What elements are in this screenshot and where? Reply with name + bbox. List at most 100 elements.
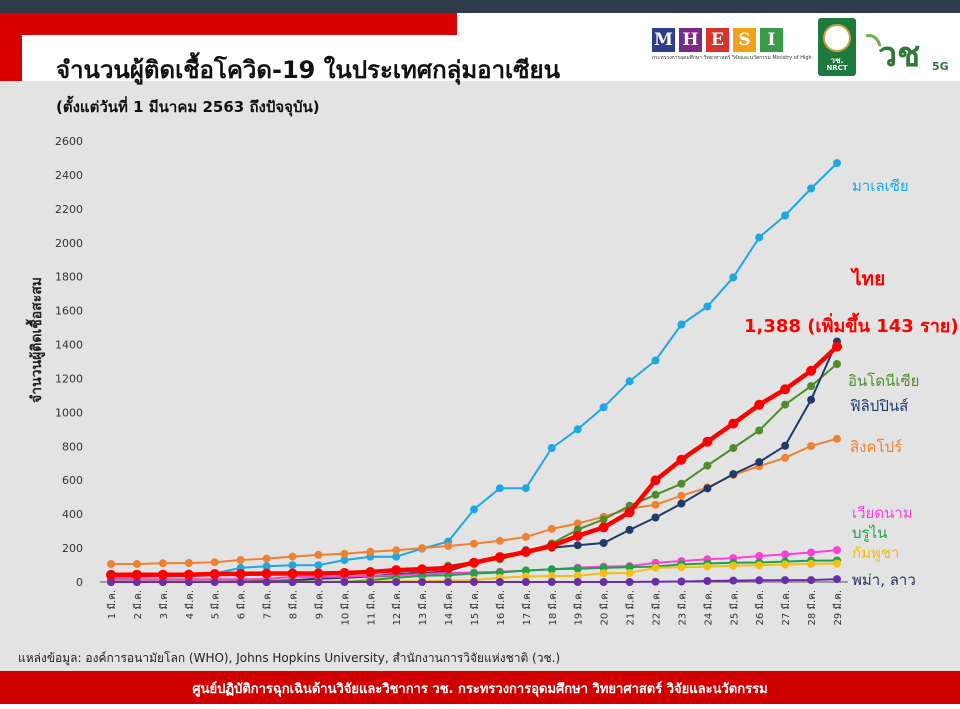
series-label: สิงคโปร์ (850, 438, 902, 456)
data-point (781, 550, 790, 559)
y-tick-label: 200 (62, 542, 83, 555)
data-point (365, 567, 376, 577)
nrct-seal-icon (823, 24, 851, 52)
vision-swoosh-icon (865, 34, 882, 47)
series-labels: มาเลเซียสิงคโปร์ อินโดนีเซียฟิลิปปินส์เวี… (848, 177, 919, 589)
x-tick-label: 22 มี.ค. (651, 590, 663, 626)
mhesi-caption: กระทรวงการอุดมศึกษา วิทยาศาสตร์ วิจัยและ… (652, 55, 812, 61)
data-point (755, 426, 764, 435)
x-tick-label: 2 มี.ค. (132, 590, 144, 619)
data-point (755, 576, 764, 585)
data-point (833, 159, 841, 168)
data-point (677, 563, 686, 572)
data-point (444, 578, 453, 586)
data-point (677, 499, 686, 508)
data-point (547, 444, 556, 452)
series-lines (106, 159, 842, 586)
series-label: กัมพูชา (852, 544, 899, 562)
data-source: แหล่งข้อมูล: องค์การอนามัยโลก (WHO), Joh… (18, 651, 561, 665)
y-tick-label: 1000 (55, 406, 83, 419)
data-point (676, 454, 687, 465)
x-tick-label: 11 มี.ค. (365, 590, 377, 626)
thai-total-annotation: 1,388 (เพิ่มขึ้น 143 ราย) (744, 312, 959, 337)
data-point (703, 302, 712, 311)
data-point (209, 569, 220, 579)
data-point (807, 548, 816, 557)
data-point (651, 500, 660, 509)
data-point (262, 562, 271, 571)
data-point (651, 563, 660, 572)
data-point (573, 578, 582, 586)
x-tick-label: 4 มี.ค. (184, 590, 196, 619)
data-point (599, 578, 608, 586)
x-tick-label: 21 มี.ค. (625, 590, 637, 626)
data-point (157, 569, 168, 580)
data-point (520, 547, 531, 557)
data-point (339, 568, 350, 578)
x-tick-label: 26 มี.ค. (754, 590, 766, 626)
x-tick-label: 20 มี.ค. (599, 590, 611, 626)
mhesi-letter: H (679, 28, 702, 52)
data-point (184, 578, 193, 586)
data-point (495, 578, 504, 586)
data-point (781, 453, 790, 462)
data-point (833, 434, 841, 443)
x-tick-label: 3 มี.ค. (158, 590, 170, 619)
data-point (572, 530, 583, 541)
data-point (573, 564, 582, 573)
vision-5g-logo: วช 5G (865, 34, 949, 75)
data-point (807, 576, 816, 585)
x-tick-label: 6 มี.ค. (236, 590, 248, 619)
x-tick-label: 7 มี.ค. (262, 590, 274, 619)
x-tick-label: 10 มี.ค. (339, 590, 351, 626)
y-axis-label: จำนวนผู้ติดเชื้อสะสม (25, 277, 45, 403)
series-label: บรูไน (852, 524, 887, 542)
data-point (833, 559, 841, 568)
x-tick-label: 14 มี.ค. (443, 590, 455, 626)
page-subtitle: (ตั้งแต่วันที่ 1 มีนาคม 2563 ถึงปัจจุบัน… (56, 98, 320, 116)
x-tick-label: 9 มี.ค. (313, 590, 325, 619)
data-point (807, 559, 816, 568)
data-point (651, 356, 660, 365)
data-point (521, 532, 530, 541)
data-point (755, 552, 764, 560)
data-point (651, 490, 660, 499)
x-tick-label: 13 มี.ค. (417, 590, 429, 626)
series-line (110, 162, 838, 579)
series-label: พม่า, ลาว (852, 571, 916, 589)
y-tick-label: 2200 (55, 203, 83, 216)
series-label: มาเลเซีย (852, 177, 909, 195)
y-tick-label: 1400 (55, 339, 83, 352)
x-tick-label: 29 มี.ค. (832, 590, 844, 626)
data-point (418, 578, 427, 586)
data-point (547, 565, 556, 574)
top-bar (0, 0, 960, 13)
data-point (469, 557, 479, 568)
mhesi-letter: M (652, 28, 675, 52)
data-point (236, 556, 245, 564)
data-point (832, 341, 842, 352)
data-point (210, 578, 219, 586)
data-point (340, 578, 349, 586)
x-tick-label: 18 มี.ค. (547, 590, 559, 626)
data-point (210, 558, 219, 567)
nrct-text: วช. (830, 56, 844, 65)
x-tick-label: 27 มี.ค. (780, 590, 792, 626)
data-point (806, 365, 817, 376)
y-tick-label: 600 (62, 474, 83, 487)
data-point (443, 563, 454, 574)
series-label: เวียดนาม (852, 504, 913, 522)
data-point (392, 578, 401, 586)
data-point (444, 571, 453, 580)
data-point (781, 400, 790, 409)
data-point (780, 384, 791, 395)
data-point (288, 561, 297, 570)
series (107, 575, 841, 586)
data-point (599, 569, 608, 578)
data-point (598, 522, 609, 533)
y-tick-label: 2000 (55, 237, 83, 250)
data-point (184, 559, 193, 567)
data-point (262, 554, 271, 563)
